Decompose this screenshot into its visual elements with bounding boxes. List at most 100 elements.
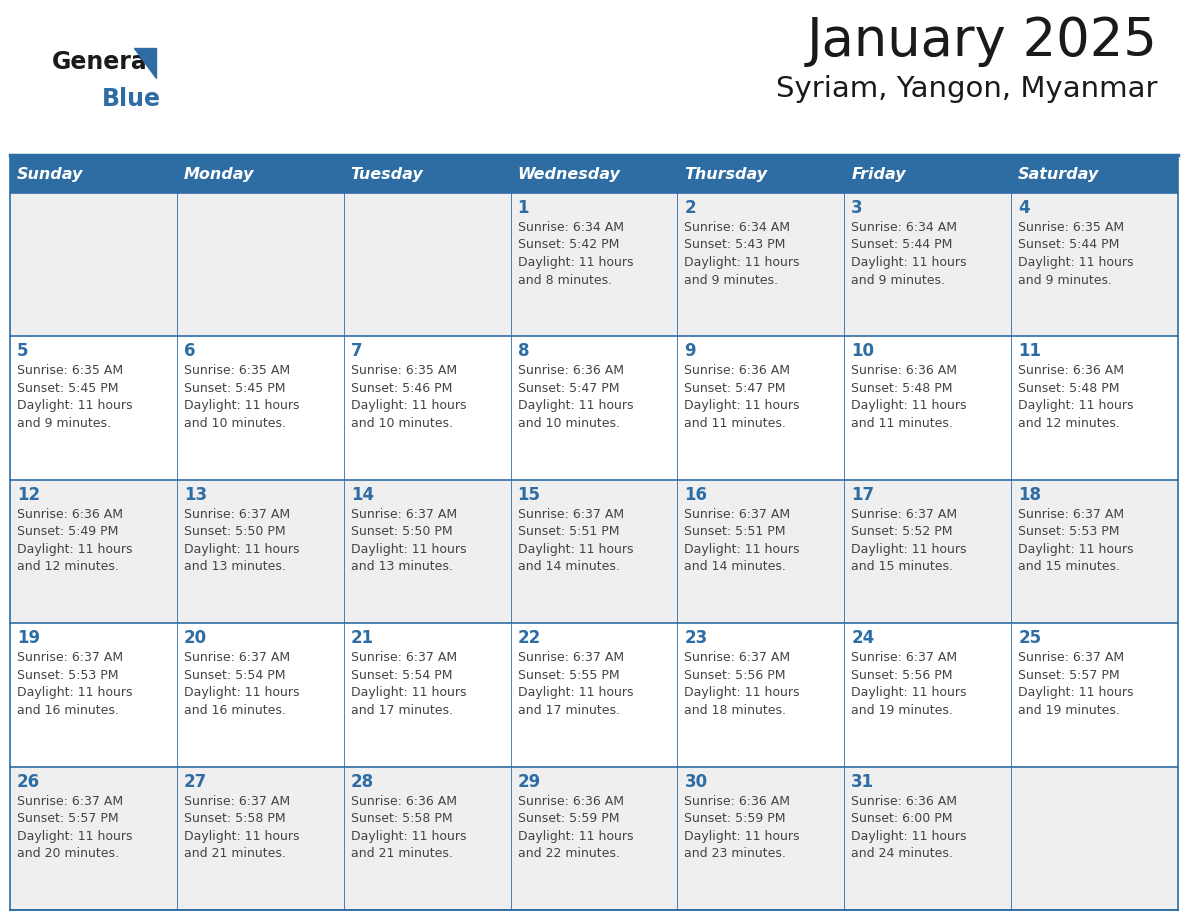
Text: Sunset: 5:56 PM: Sunset: 5:56 PM xyxy=(684,668,786,682)
Text: Sunrise: 6:36 AM: Sunrise: 6:36 AM xyxy=(17,508,124,521)
Text: Syriam, Yangon, Myanmar: Syriam, Yangon, Myanmar xyxy=(777,75,1158,103)
Text: and 10 minutes.: and 10 minutes. xyxy=(518,417,620,430)
Text: Sunset: 5:52 PM: Sunset: 5:52 PM xyxy=(852,525,953,538)
Bar xyxy=(511,155,677,193)
Bar xyxy=(177,193,343,336)
Bar xyxy=(677,193,845,336)
Text: Sunrise: 6:37 AM: Sunrise: 6:37 AM xyxy=(17,651,124,665)
Text: Sunset: 5:58 PM: Sunset: 5:58 PM xyxy=(184,812,285,825)
Text: Daylight: 11 hours: Daylight: 11 hours xyxy=(184,830,299,843)
Text: and 21 minutes.: and 21 minutes. xyxy=(184,847,286,860)
Text: and 18 minutes.: and 18 minutes. xyxy=(684,704,786,717)
Text: Sunrise: 6:37 AM: Sunrise: 6:37 AM xyxy=(17,795,124,808)
Text: and 9 minutes.: and 9 minutes. xyxy=(1018,274,1112,286)
Text: Sunset: 5:43 PM: Sunset: 5:43 PM xyxy=(684,239,785,252)
Bar xyxy=(845,336,1011,480)
Text: Daylight: 11 hours: Daylight: 11 hours xyxy=(1018,686,1133,700)
Text: and 21 minutes.: and 21 minutes. xyxy=(350,847,453,860)
Text: 23: 23 xyxy=(684,629,708,647)
Text: Sunrise: 6:35 AM: Sunrise: 6:35 AM xyxy=(350,364,457,377)
Text: 26: 26 xyxy=(17,773,40,790)
Text: Daylight: 11 hours: Daylight: 11 hours xyxy=(852,256,967,269)
Text: General: General xyxy=(52,50,156,74)
Text: and 15 minutes.: and 15 minutes. xyxy=(1018,560,1120,574)
Text: Daylight: 11 hours: Daylight: 11 hours xyxy=(852,543,967,555)
Polygon shape xyxy=(134,48,156,78)
Text: Daylight: 11 hours: Daylight: 11 hours xyxy=(518,543,633,555)
Bar xyxy=(343,193,511,336)
Text: Sunset: 5:47 PM: Sunset: 5:47 PM xyxy=(518,382,619,395)
Bar xyxy=(177,767,343,910)
Text: and 16 minutes.: and 16 minutes. xyxy=(17,704,119,717)
Bar xyxy=(1011,155,1178,193)
Text: Sunrise: 6:36 AM: Sunrise: 6:36 AM xyxy=(1018,364,1124,377)
Bar xyxy=(677,480,845,623)
Text: Sunset: 5:44 PM: Sunset: 5:44 PM xyxy=(1018,239,1119,252)
Bar xyxy=(511,623,677,767)
Bar xyxy=(10,193,177,336)
Bar xyxy=(10,480,177,623)
Text: 25: 25 xyxy=(1018,629,1041,647)
Text: January 2025: January 2025 xyxy=(807,15,1158,67)
Text: Daylight: 11 hours: Daylight: 11 hours xyxy=(184,543,299,555)
Bar xyxy=(10,336,177,480)
Bar xyxy=(845,480,1011,623)
Bar xyxy=(511,767,677,910)
Text: Daylight: 11 hours: Daylight: 11 hours xyxy=(184,686,299,700)
Text: Blue: Blue xyxy=(102,87,162,111)
Text: 5: 5 xyxy=(17,342,29,361)
Text: Sunrise: 6:34 AM: Sunrise: 6:34 AM xyxy=(518,221,624,234)
Bar xyxy=(1011,480,1178,623)
Text: Sunrise: 6:36 AM: Sunrise: 6:36 AM xyxy=(852,795,958,808)
Bar xyxy=(177,480,343,623)
Text: and 11 minutes.: and 11 minutes. xyxy=(684,417,786,430)
Text: Daylight: 11 hours: Daylight: 11 hours xyxy=(684,543,800,555)
Text: Sunset: 5:46 PM: Sunset: 5:46 PM xyxy=(350,382,453,395)
Text: and 9 minutes.: and 9 minutes. xyxy=(852,274,946,286)
Text: and 10 minutes.: and 10 minutes. xyxy=(350,417,453,430)
Text: 1: 1 xyxy=(518,199,529,217)
Bar xyxy=(1011,767,1178,910)
Text: and 14 minutes.: and 14 minutes. xyxy=(518,560,619,574)
Text: Daylight: 11 hours: Daylight: 11 hours xyxy=(1018,399,1133,412)
Text: Sunset: 5:59 PM: Sunset: 5:59 PM xyxy=(684,812,786,825)
Text: Sunrise: 6:36 AM: Sunrise: 6:36 AM xyxy=(684,364,790,377)
Text: Daylight: 11 hours: Daylight: 11 hours xyxy=(518,686,633,700)
Text: Sunset: 5:47 PM: Sunset: 5:47 PM xyxy=(684,382,786,395)
Text: Sunset: 5:50 PM: Sunset: 5:50 PM xyxy=(350,525,453,538)
Text: Sunrise: 6:37 AM: Sunrise: 6:37 AM xyxy=(852,508,958,521)
Bar xyxy=(677,623,845,767)
Text: 3: 3 xyxy=(852,199,862,217)
Text: 20: 20 xyxy=(184,629,207,647)
Text: Sunset: 5:42 PM: Sunset: 5:42 PM xyxy=(518,239,619,252)
Text: Sunset: 5:45 PM: Sunset: 5:45 PM xyxy=(184,382,285,395)
Text: Daylight: 11 hours: Daylight: 11 hours xyxy=(350,399,466,412)
Text: Sunset: 5:54 PM: Sunset: 5:54 PM xyxy=(184,668,285,682)
Text: Monday: Monday xyxy=(184,166,254,182)
Text: Daylight: 11 hours: Daylight: 11 hours xyxy=(684,256,800,269)
Text: and 8 minutes.: and 8 minutes. xyxy=(518,274,612,286)
Bar xyxy=(343,336,511,480)
Text: Sunrise: 6:34 AM: Sunrise: 6:34 AM xyxy=(684,221,790,234)
Text: and 10 minutes.: and 10 minutes. xyxy=(184,417,286,430)
Text: Sunset: 5:56 PM: Sunset: 5:56 PM xyxy=(852,668,953,682)
Text: Sunset: 5:48 PM: Sunset: 5:48 PM xyxy=(852,382,953,395)
Bar xyxy=(677,155,845,193)
Text: Sunrise: 6:37 AM: Sunrise: 6:37 AM xyxy=(1018,508,1124,521)
Text: 15: 15 xyxy=(518,486,541,504)
Bar xyxy=(845,767,1011,910)
Bar xyxy=(10,623,177,767)
Text: Sunset: 5:45 PM: Sunset: 5:45 PM xyxy=(17,382,119,395)
Text: Daylight: 11 hours: Daylight: 11 hours xyxy=(684,399,800,412)
Text: Daylight: 11 hours: Daylight: 11 hours xyxy=(17,830,133,843)
Text: and 14 minutes.: and 14 minutes. xyxy=(684,560,786,574)
Text: Daylight: 11 hours: Daylight: 11 hours xyxy=(852,686,967,700)
Text: Tuesday: Tuesday xyxy=(350,166,423,182)
Bar xyxy=(845,155,1011,193)
Bar xyxy=(343,623,511,767)
Text: 12: 12 xyxy=(17,486,40,504)
Text: Sunrise: 6:37 AM: Sunrise: 6:37 AM xyxy=(684,651,790,665)
Text: Thursday: Thursday xyxy=(684,166,767,182)
Text: 10: 10 xyxy=(852,342,874,361)
Bar xyxy=(177,155,343,193)
